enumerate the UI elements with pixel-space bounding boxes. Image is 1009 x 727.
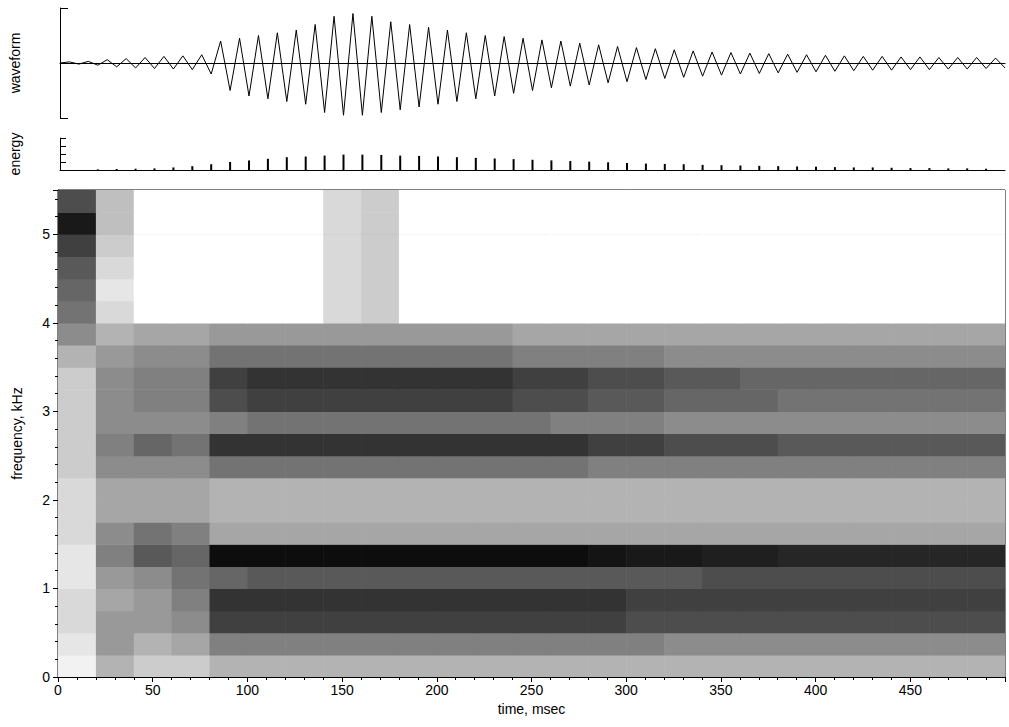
svg-text:waveform: waveform: [7, 33, 23, 95]
svg-text:energy: energy: [7, 133, 23, 176]
svg-text:400: 400: [804, 682, 828, 698]
svg-text:100: 100: [236, 682, 260, 698]
svg-text:3: 3: [42, 403, 50, 419]
svg-text:frequency, kHz: frequency, kHz: [9, 387, 25, 479]
svg-text:300: 300: [615, 682, 639, 698]
svg-text:150: 150: [330, 682, 354, 698]
svg-text:4: 4: [42, 315, 50, 331]
svg-text:350: 350: [709, 682, 733, 698]
svg-text:2: 2: [42, 492, 50, 508]
svg-text:250: 250: [520, 682, 544, 698]
svg-text:200: 200: [425, 682, 449, 698]
svg-text:5: 5: [42, 226, 50, 242]
svg-text:time, msec: time, msec: [498, 701, 566, 717]
svg-text:1: 1: [42, 580, 50, 596]
svg-text:0: 0: [54, 682, 62, 698]
svg-text:50: 50: [145, 682, 161, 698]
svg-text:450: 450: [899, 682, 923, 698]
svg-text:0: 0: [42, 669, 50, 685]
